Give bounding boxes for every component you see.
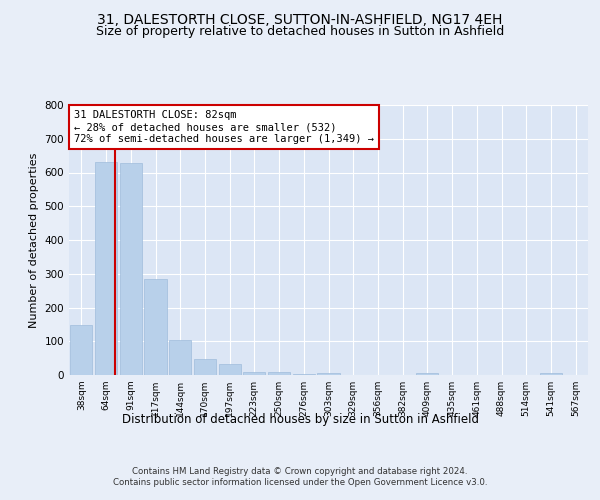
Y-axis label: Number of detached properties: Number of detached properties [29, 152, 39, 328]
Text: Size of property relative to detached houses in Sutton in Ashfield: Size of property relative to detached ho… [96, 25, 504, 38]
Bar [119, 164, 142, 375]
Bar [293, 374, 315, 375]
Bar [268, 372, 290, 375]
Bar [416, 374, 439, 375]
Text: 31 DALESTORTH CLOSE: 82sqm
← 28% of detached houses are smaller (532)
72% of sem: 31 DALESTORTH CLOSE: 82sqm ← 28% of deta… [74, 110, 374, 144]
Text: Contains HM Land Registry data © Crown copyright and database right 2024.
Contai: Contains HM Land Registry data © Crown c… [113, 468, 487, 487]
Bar [243, 372, 265, 375]
Bar [218, 364, 241, 375]
Bar [70, 325, 92, 375]
Bar [317, 372, 340, 375]
Bar [540, 374, 562, 375]
Text: Distribution of detached houses by size in Sutton in Ashfield: Distribution of detached houses by size … [121, 412, 479, 426]
Bar [145, 279, 167, 375]
Bar [169, 340, 191, 375]
Bar [194, 360, 216, 375]
Bar [95, 162, 117, 375]
Text: 31, DALESTORTH CLOSE, SUTTON-IN-ASHFIELD, NG17 4EH: 31, DALESTORTH CLOSE, SUTTON-IN-ASHFIELD… [97, 12, 503, 26]
